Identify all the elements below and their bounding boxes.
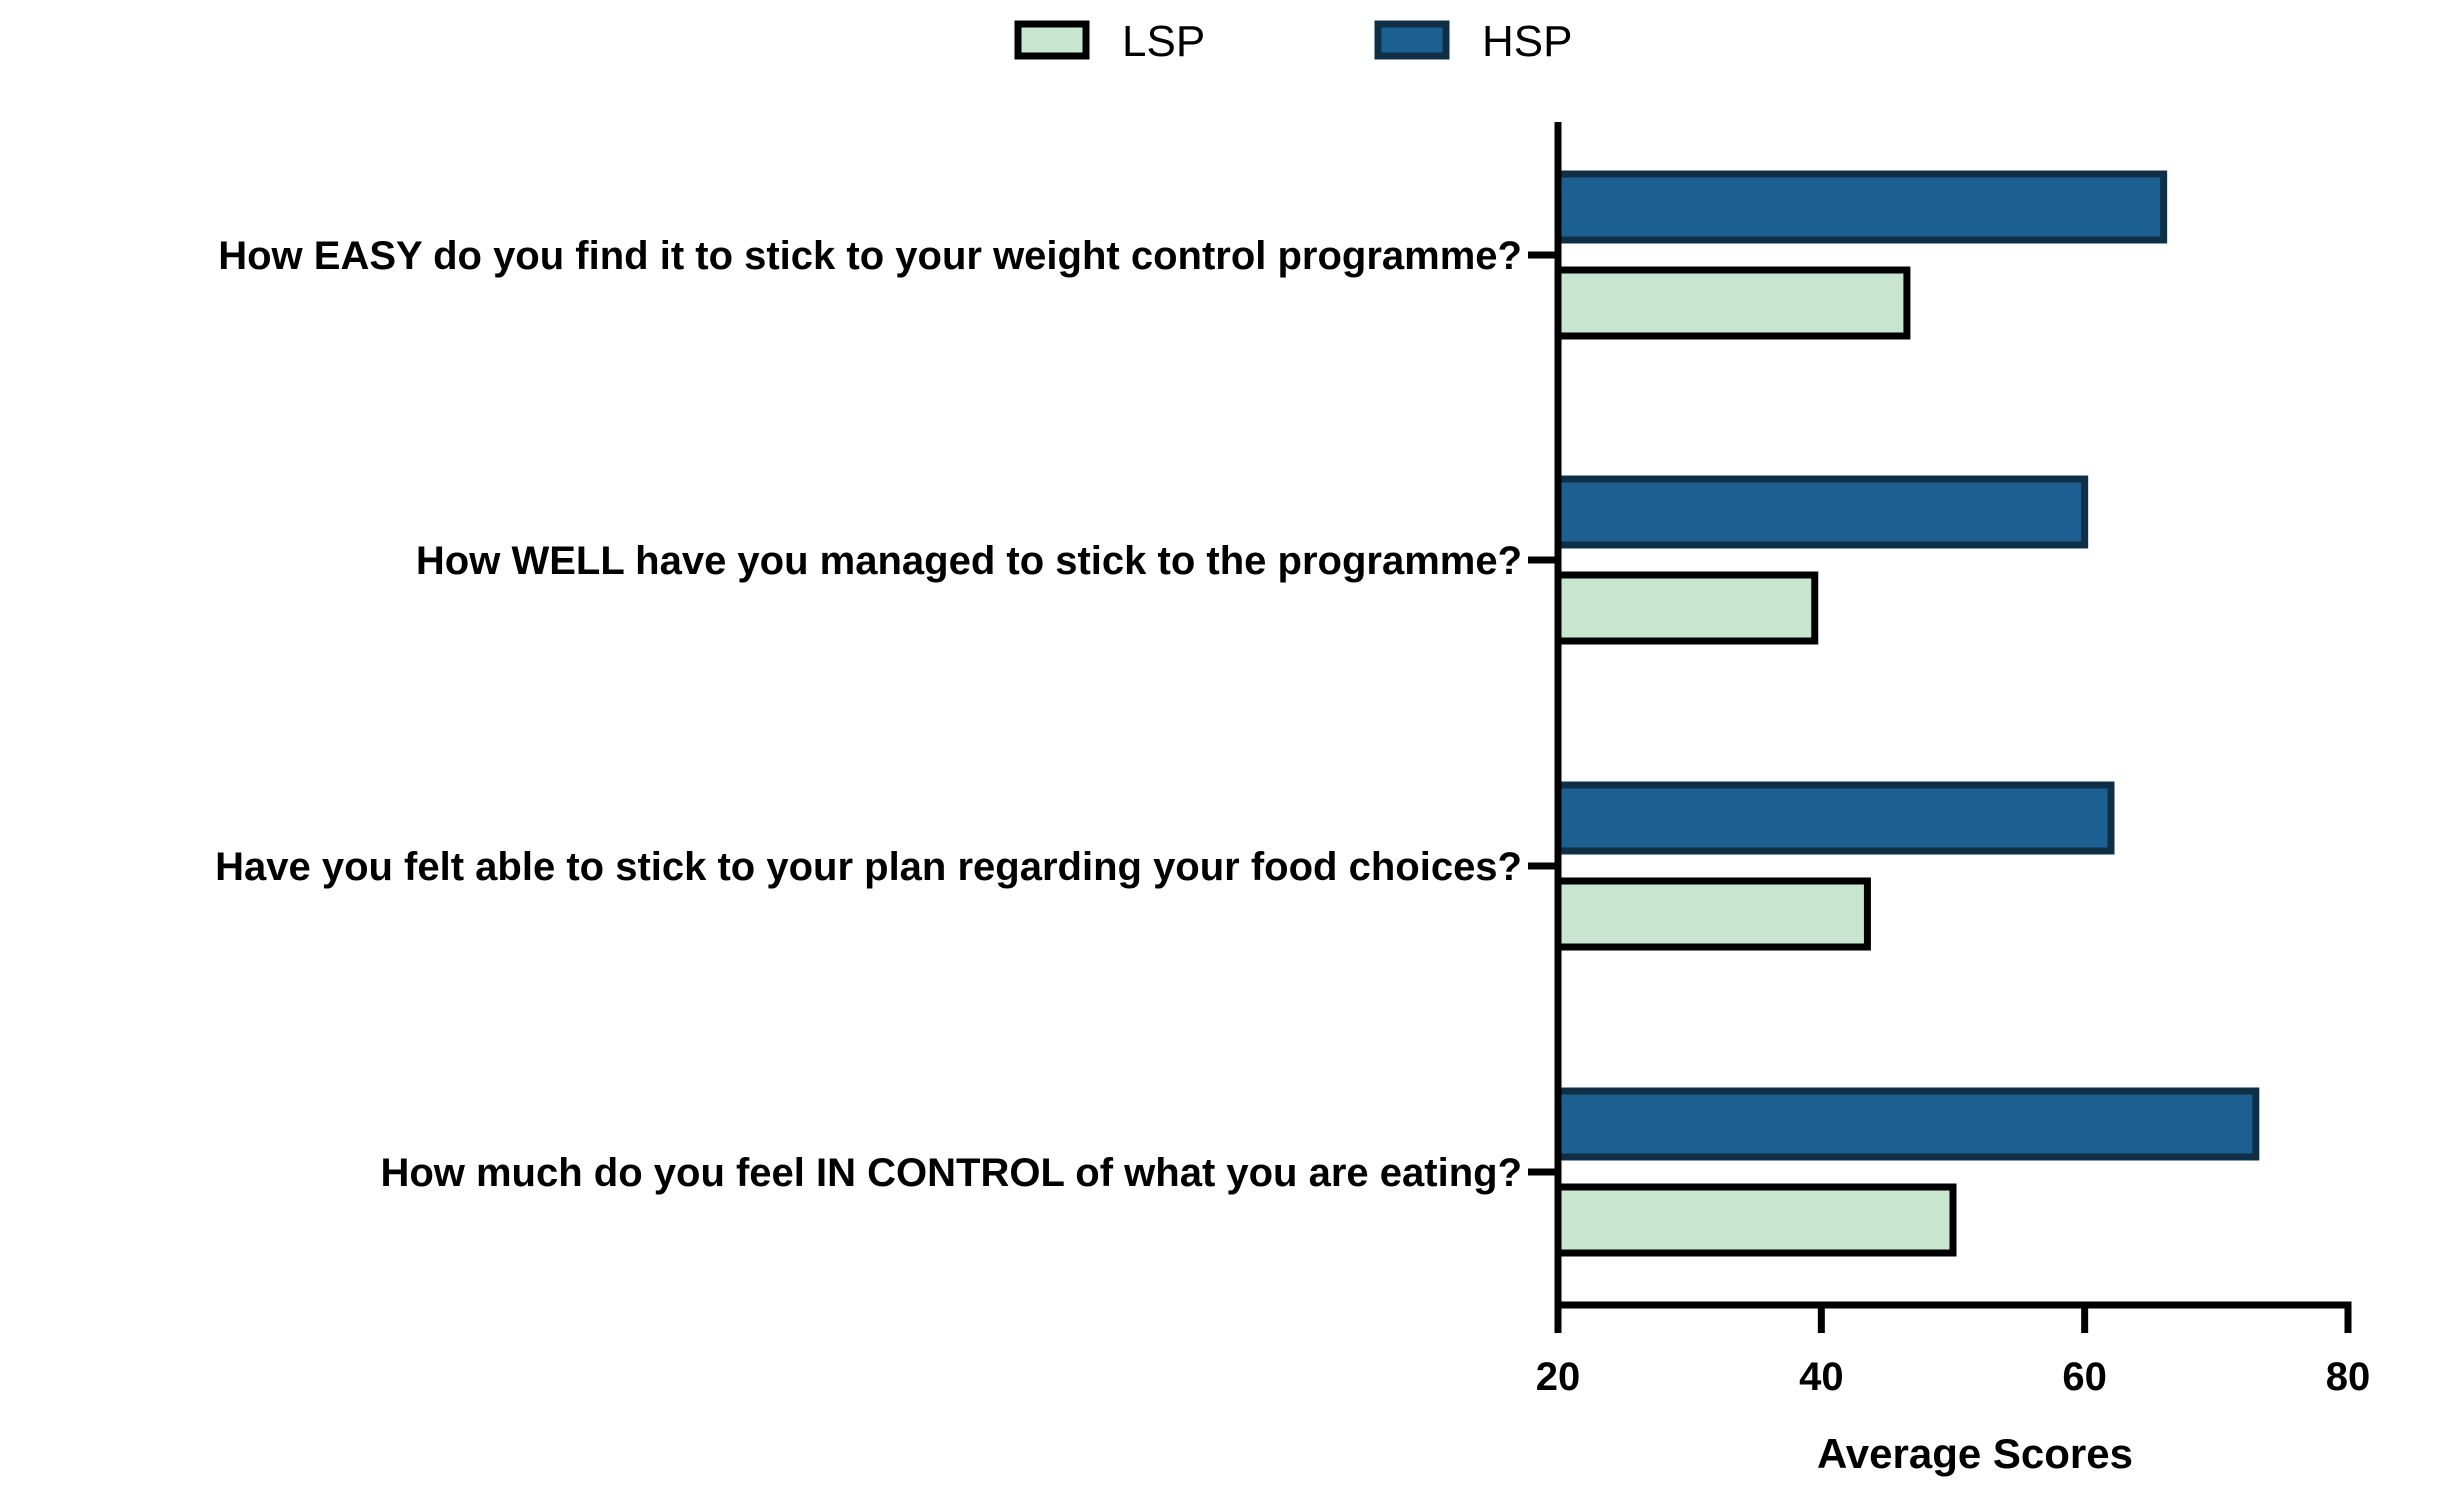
bar-lsp-1: [1554, 571, 1819, 645]
legend-swatch-lsp: [1014, 20, 1090, 60]
legend-label-lsp: LSP: [1122, 17, 1205, 66]
category-labels-group: How EASY do you find it to stick to your…: [215, 234, 1522, 1195]
bar-lsp-0: [1554, 266, 1911, 340]
bar-lsp-2: [1554, 877, 1871, 951]
x-axis-title: Average Scores: [1817, 1430, 2133, 1477]
x-tick-label: 60: [2062, 1355, 2107, 1399]
category-label: Have you felt able to stick to your plan…: [215, 845, 1522, 889]
bar-hsp-0: [1554, 170, 2168, 244]
legend-swatch-hsp: [1374, 20, 1450, 60]
x-tick-label: 80: [2326, 1355, 2371, 1399]
legend: LSP HSP: [1014, 17, 1572, 66]
bar-hsp-3: [1554, 1087, 2260, 1161]
bars-group: [1554, 170, 2260, 1257]
bar-lsp-3: [1554, 1183, 1957, 1257]
axes-group: 20 40 60 80: [1528, 122, 2370, 1399]
bar-hsp-1: [1554, 475, 2089, 549]
category-label: How much do you feel IN CONTROL of what …: [380, 1151, 1522, 1195]
legend-label-hsp: HSP: [1482, 17, 1572, 66]
category-label: How WELL have you managed to stick to th…: [416, 539, 1522, 583]
x-tick-label: 40: [1799, 1355, 1844, 1399]
category-label: How EASY do you find it to stick to your…: [218, 234, 1522, 278]
bar-hsp-2: [1554, 781, 2115, 855]
x-tick-label: 20: [1536, 1355, 1581, 1399]
